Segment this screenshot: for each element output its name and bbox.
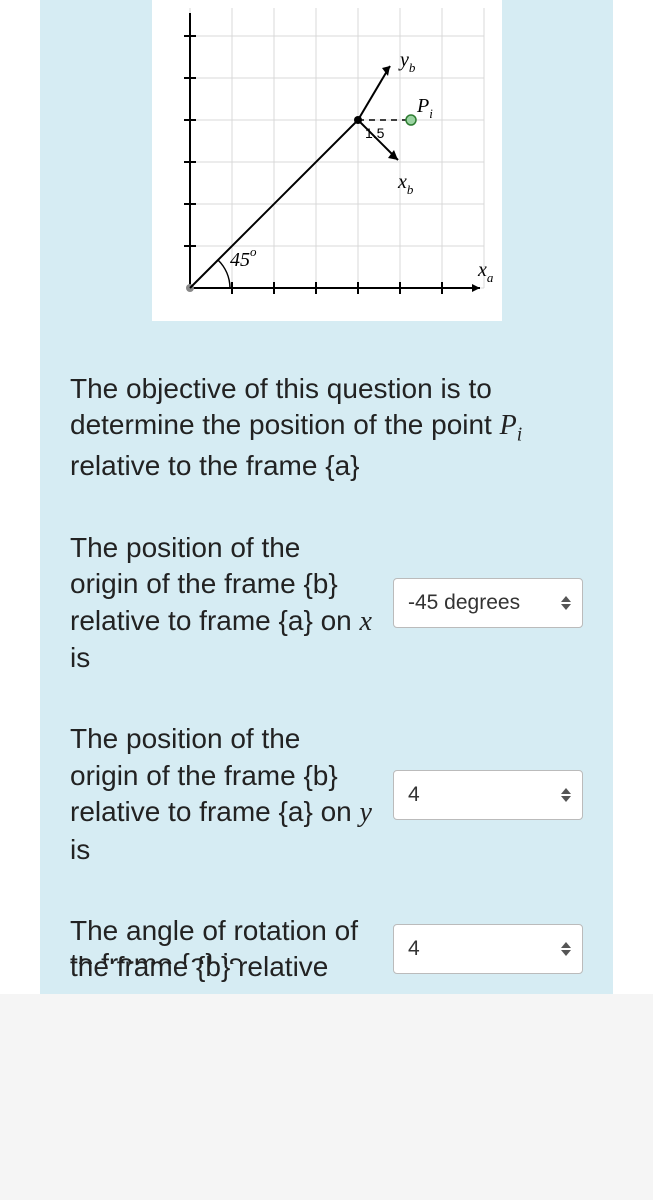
- question-row-2: The position of the origin of the frame …: [70, 721, 583, 868]
- page: 45o yb xb xa Pi 1.5 The objective of thi…: [0, 0, 653, 994]
- angle-label: 45o: [230, 244, 257, 271]
- select-x-position[interactable]: -45 degrees: [393, 578, 583, 628]
- figure-container: 45o yb xb xa Pi 1.5: [152, 0, 502, 321]
- select-wrap-3: 4: [393, 924, 583, 974]
- dim-label: 1.5: [365, 125, 385, 141]
- yb-label: yb: [398, 49, 416, 75]
- select-y-position[interactable]: 4: [393, 770, 583, 820]
- select-wrap-1: -45 degrees: [393, 578, 583, 628]
- question-text: The objective of this question is to det…: [70, 371, 583, 485]
- select-wrap-2: 4: [393, 770, 583, 820]
- xa-label: xa: [477, 259, 494, 285]
- pi-point-label: Pi: [416, 95, 433, 121]
- question-card: 45o yb xb xa Pi 1.5 The objective of thi…: [40, 0, 613, 994]
- row-label-1: The position of the origin of the frame …: [70, 530, 375, 677]
- question-row-1: The position of the origin of the frame …: [70, 530, 583, 677]
- row-label-2: The position of the origin of the frame …: [70, 721, 375, 868]
- coordinate-figure: 45o yb xb xa Pi 1.5: [160, 8, 494, 308]
- select-angle[interactable]: 4: [393, 924, 583, 974]
